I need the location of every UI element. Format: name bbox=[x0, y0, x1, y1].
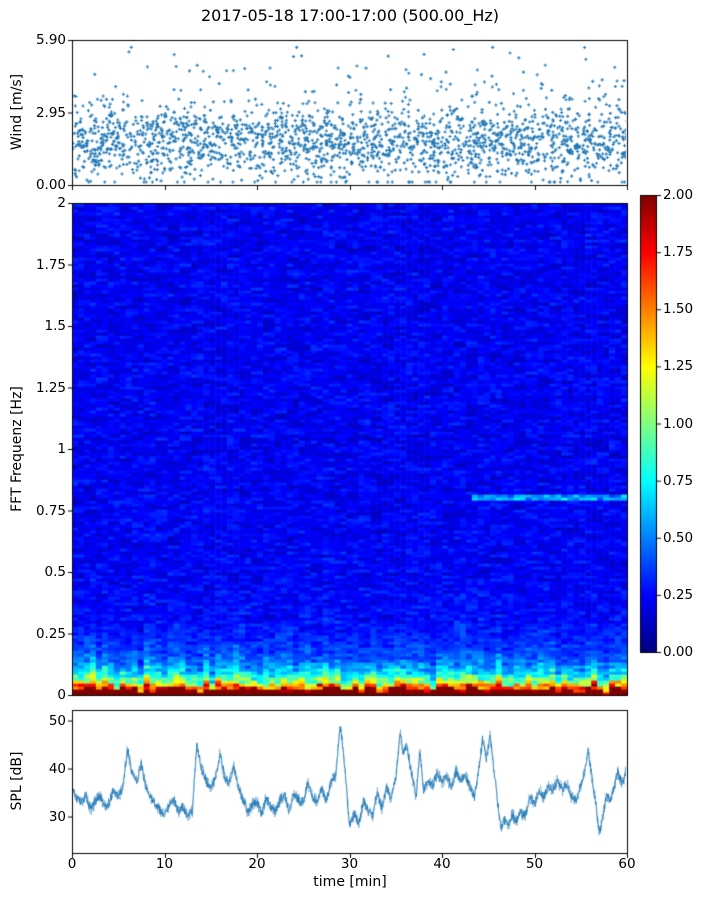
fft-ytick-label: 0.5 bbox=[44, 564, 66, 580]
fft-ytick-label: 1.25 bbox=[35, 379, 66, 396]
fft-ytick-label: 1.5 bbox=[44, 318, 66, 334]
spl-ytick-label: 30 bbox=[48, 808, 66, 825]
colorbar-tick-label: 1.50 bbox=[663, 301, 694, 318]
fft-ytick-label: 1 bbox=[57, 441, 66, 457]
colorbar-tick-label: 1.00 bbox=[663, 415, 694, 432]
fft-ytick-label: 1.75 bbox=[35, 256, 66, 273]
spl-y-axis-label: SPL [dB] bbox=[9, 751, 25, 811]
xtick-label: 30 bbox=[340, 856, 359, 872]
colorbar-tick-label: 0.00 bbox=[663, 644, 694, 660]
xtick-label: 0 bbox=[67, 856, 77, 872]
colorbar-tick-label: 1.25 bbox=[663, 358, 694, 375]
xtick-label: 50 bbox=[525, 856, 544, 872]
wind-ytick-label: 5.90 bbox=[35, 32, 66, 48]
xtick-label: 10 bbox=[155, 856, 174, 872]
spl-ytick-label: 40 bbox=[48, 760, 66, 777]
wind-ytick-label: 2.95 bbox=[35, 104, 66, 121]
fft-ytick-label: 0.75 bbox=[35, 502, 66, 519]
fft-y-axis-label: FFT Frequenz [Hz] bbox=[9, 386, 25, 512]
spl-ytick-label: 50 bbox=[48, 712, 66, 729]
colorbar-tick-label: 0.75 bbox=[663, 472, 694, 489]
colorbar-tick-label: 0.50 bbox=[663, 529, 694, 546]
xtick-label: 40 bbox=[433, 856, 451, 872]
colorbar-tick-label: 1.75 bbox=[663, 244, 694, 261]
xtick-label: 60 bbox=[618, 856, 636, 872]
wind-ytick-label: 0.00 bbox=[35, 177, 66, 193]
fft-ytick-label: 2 bbox=[57, 195, 66, 211]
figure-title: 2017-05-18 17:00-17:00 (500.00_Hz) bbox=[200, 6, 500, 25]
fft-ytick-label: 0 bbox=[57, 687, 66, 703]
xtick-label: 20 bbox=[248, 856, 266, 872]
colorbar-tick-label: 0.25 bbox=[663, 586, 694, 603]
wind-y-axis-label: Wind [m/s] bbox=[9, 73, 25, 151]
fft-ytick-label: 0.25 bbox=[35, 625, 66, 642]
x-axis-label: time [min] bbox=[313, 874, 387, 890]
colorbar-tick-label: 2.00 bbox=[663, 187, 694, 203]
